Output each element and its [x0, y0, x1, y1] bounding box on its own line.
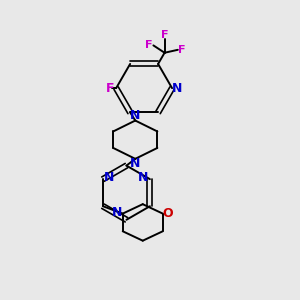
Text: N: N [130, 109, 140, 122]
Text: F: F [105, 82, 114, 95]
Text: N: N [104, 171, 114, 184]
Text: O: O [163, 207, 173, 220]
Text: N: N [172, 82, 183, 95]
Text: F: F [161, 30, 168, 40]
Text: N: N [112, 206, 123, 219]
Text: F: F [145, 40, 153, 50]
Text: N: N [130, 157, 140, 170]
Text: F: F [178, 45, 186, 55]
Text: N: N [138, 171, 148, 184]
